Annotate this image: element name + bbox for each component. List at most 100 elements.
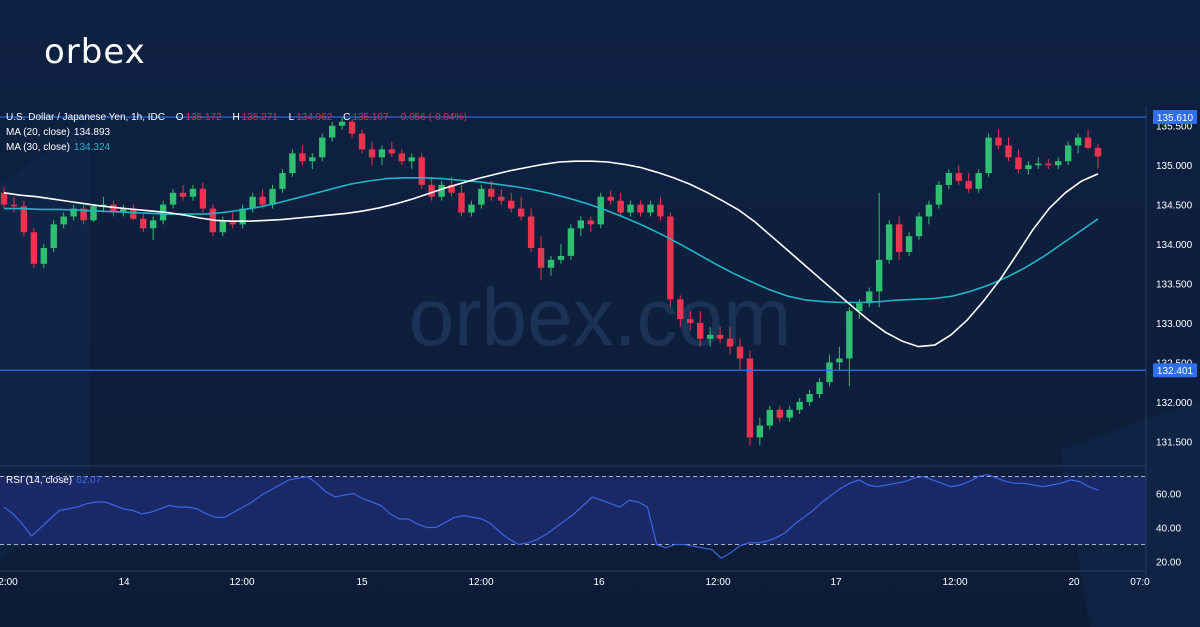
time-tick-label: 16 [593,577,605,588]
rsi-legend: RSI (14, close) 62.07 [6,475,101,486]
candle-body [438,184,445,197]
level-label: 132.401 [1157,366,1194,377]
rsi-line [3,474,1099,559]
candle-body [1055,161,1062,166]
candle-body [756,425,764,438]
candle-body [806,393,813,402]
candle-body [915,216,923,237]
candle-body [508,200,515,209]
ma30-legend: MA (30, close) 134.324 [6,142,110,153]
time-tick-label: 07:0 [1130,577,1150,588]
low-value: 134.962 [296,112,333,123]
candle-body [1015,157,1022,170]
candle-body [557,255,565,260]
candle-body [378,149,386,158]
candle-body [647,204,654,213]
candle-body [856,303,863,312]
candle-body [1035,163,1042,166]
price-tick-label: 132.000 [1156,398,1193,409]
candle-body [527,216,535,249]
candle-body [130,208,137,219]
time-tick-label: 15 [356,577,368,588]
rsi-value: 62.07 [76,475,102,486]
candle-body [309,157,316,162]
candle-body [30,232,38,264]
candle-body [60,216,67,225]
close-value: 135.107 [352,112,389,123]
candle-body [279,173,286,189]
candle-body [458,192,465,213]
candle-body [398,153,406,162]
time-tick-label: 12:00 [705,577,730,588]
candle-body [169,192,177,205]
candle-body [866,291,873,304]
candle-body [716,334,724,339]
candle-body [189,188,197,197]
candle-body [537,248,545,268]
candle-body [836,358,843,363]
candle-body [120,208,127,213]
ma20-legend: MA (20, close) 134.893 [6,127,110,138]
candle-body [975,173,982,189]
candle-body [696,322,704,339]
candle-body [905,236,913,252]
candle-body [80,208,87,221]
time-tick-label: 12:00 [942,577,967,588]
candle-body [338,121,346,126]
candle-body [637,204,644,213]
candle-body [995,137,1002,146]
watermark-text: orbex.com [409,272,792,363]
candle-body [1084,137,1092,148]
candle-body [100,204,107,207]
level-label-box [1153,363,1197,378]
candle-body [10,204,18,207]
candle-body [219,220,226,233]
high-value: 135.271 [241,112,278,123]
candle-body [468,204,475,213]
candle-body [1045,163,1052,166]
candle-body [935,184,943,205]
rsi-tick-label: 60.00 [1156,490,1181,501]
ma30-line [4,177,1099,304]
candle-body [348,121,356,134]
candle-body [259,196,266,205]
candle-body [985,137,992,174]
low-label: L [288,112,295,123]
price-tick-label: 131.500 [1156,437,1193,448]
candle-body [358,133,366,150]
candle-body [846,311,853,359]
time-tick-label: 12:00 [468,577,493,588]
close-label: C [343,112,351,123]
level-label-box [1153,110,1197,125]
ma20-value: 134.893 [73,127,111,138]
instrument-title: U.S. Dollar / Japanese Yen, 1h, IDC [6,112,165,123]
candle-body [319,137,326,158]
candle-body [388,149,396,154]
candle-body [428,184,435,197]
candle-body [597,196,604,225]
candle-body [90,206,97,221]
candle-body [229,220,236,225]
candle-body [587,220,594,225]
candle-body [299,153,306,162]
rsi-tick-label: 40.00 [1156,524,1181,535]
candle-body [746,358,754,438]
candle-body [289,153,296,174]
candle-body [179,192,187,197]
price-tick-label: 134.000 [1156,240,1193,251]
candle-body [677,299,684,320]
candle-body [627,204,634,213]
ma30-label: MA (30, close) [6,142,70,153]
price-tick-label: 133.500 [1156,280,1193,291]
price-tick-label: 135.500 [1156,122,1193,133]
candle-body [786,409,793,418]
candle-body [368,149,376,158]
candle-body [408,157,415,162]
candle-body [816,382,823,394]
candle-body [498,196,505,201]
candle-body [329,125,336,138]
candle-body [667,216,674,300]
candle-body [955,173,962,181]
candle-body [0,192,8,205]
candle-body [488,188,495,197]
